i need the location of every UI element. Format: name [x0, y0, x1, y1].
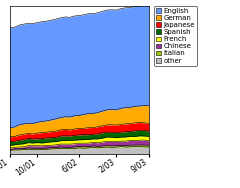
Legend: English, German, Japanese, Spanish, French, Chinese, Italian, other: English, German, Japanese, Spanish, Fren… — [154, 6, 197, 66]
